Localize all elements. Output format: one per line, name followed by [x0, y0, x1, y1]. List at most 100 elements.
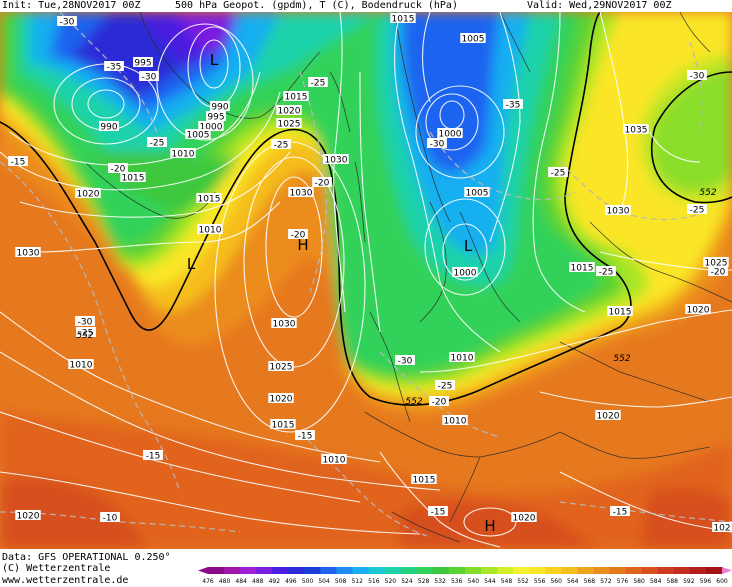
colorbar-swatch — [705, 567, 723, 574]
colorbar-swatch — [368, 567, 386, 574]
field-ne-yg — [640, 52, 732, 205]
isobar-label-text: 1020 — [597, 412, 620, 422]
isobar-label: 1000 — [198, 121, 224, 133]
isobar-label: 1020 — [268, 393, 294, 405]
isobar-label: 990 — [210, 101, 230, 113]
isobar-label: 1010 — [197, 224, 223, 236]
colorbar-arrow-left — [198, 567, 208, 574]
isotherm-label-text: -25 — [438, 382, 453, 392]
isotherm-label-text: -30 — [430, 140, 445, 150]
isotherm-label-text: -20 — [291, 231, 306, 241]
colorbar-tick-label: 600 — [716, 578, 728, 585]
colorbar-tick-label: 592 — [683, 578, 695, 585]
isobar-label-text: 1010 — [323, 456, 346, 466]
isobar-label-text: 995 — [207, 113, 224, 123]
pressure-centers: L L L H H — [187, 51, 496, 535]
colorbar-tick-label: 500 — [302, 578, 314, 585]
isobar-label-text: 1015 — [571, 264, 594, 274]
colorbar-swatch — [416, 567, 434, 574]
isobar-label-text: 1015 — [285, 93, 308, 103]
map-footer: Data: GFS OPERATIONAL 0.250° (C) Wetterz… — [0, 549, 732, 587]
colorbar-swatch — [577, 567, 594, 574]
colorbar-swatch — [689, 567, 707, 574]
colorbar-swatch — [641, 567, 659, 574]
isobar-label: 990 — [99, 121, 119, 133]
isobar-label-text: 1005 — [187, 131, 210, 141]
isotherm-label-text: -25 — [79, 329, 94, 339]
colorbar-swatch — [465, 567, 482, 574]
init-time: Init: Tue,28NOV2017 00Z — [2, 0, 141, 11]
isotherm-label-text: -15 — [613, 508, 628, 518]
colorbar-tick-label: 568 — [584, 578, 596, 585]
isobars — [0, 12, 732, 548]
isotherm-label-text: -25 — [690, 206, 705, 216]
isobar-label-text: 1000 — [200, 123, 223, 133]
isobar-label-text: 1010 — [444, 417, 467, 427]
isobar-label: 1015 — [607, 306, 633, 318]
isobar-label: 1010 — [449, 352, 475, 364]
colorbar-swatch — [561, 567, 578, 574]
isotherm-label-text: -25 — [311, 79, 326, 89]
isobar-label: 1030 — [323, 154, 349, 166]
colorbar-swatch — [256, 567, 273, 574]
data-source: Data: GFS OPERATIONAL 0.250° — [2, 552, 171, 563]
isobar-label: 1010 — [442, 415, 468, 427]
colorbar-tick-label: 508 — [335, 578, 347, 585]
isobar-label: 1015 — [569, 262, 595, 274]
isobar-label: 1015 — [120, 172, 146, 184]
isobar-label-text: 1010 — [70, 361, 93, 371]
site-url: www.wetterzentrale.de — [2, 575, 129, 586]
isotherm-label: -15 — [295, 430, 315, 442]
colorbar-swatch — [545, 567, 562, 574]
high-pressure-center: H — [297, 236, 308, 254]
isotherm-label: -20 — [312, 177, 332, 189]
isobar-label: 1015 — [390, 13, 416, 25]
isobar-label-text: 990 — [100, 123, 117, 133]
colorbar-swatch — [593, 567, 611, 574]
isotherm-label-text: -35 — [506, 101, 521, 111]
isobar-label-text: 1005 — [462, 35, 485, 45]
gpdm-552-ne — [651, 71, 732, 204]
isobar-label-text: 102 — [713, 524, 730, 534]
isobar-label-text: 1015 — [272, 421, 295, 431]
isobar-label-text: 1020 — [270, 395, 293, 405]
isotherm-label: -15 — [8, 156, 28, 168]
colorbar-swatches — [198, 567, 732, 574]
colorbar-tick-label: 588 — [667, 578, 679, 585]
colorbar-swatch — [513, 567, 530, 574]
colorbar-tick-label: 584 — [650, 578, 662, 585]
valid-time: Valid: Wed,29NOV2017 00Z — [527, 0, 672, 11]
isobar-label-text: 1035 — [625, 126, 648, 136]
product-title: 500 hPa Geopot. (gpdm), T (C), Bodendruc… — [175, 0, 458, 11]
isobar-label: 1020 — [75, 188, 101, 200]
gpdm-label: 552 — [699, 188, 716, 198]
isobar-label-text: 1020 — [17, 512, 40, 522]
colorbar-tick-label: 520 — [385, 578, 397, 585]
colorbar-tick-label: 480 — [219, 578, 231, 585]
colorbar-tick-label: 556 — [534, 578, 546, 585]
colorbar-swatch — [288, 567, 305, 574]
colorbar-swatch — [224, 567, 241, 574]
isobar-label: 1015 — [196, 193, 222, 205]
colorbar-tick-label: 564 — [567, 578, 579, 585]
isobar-label-text: 1015 — [392, 15, 415, 25]
low-pressure-center: L — [210, 51, 219, 69]
isotherm-label-text: -10 — [103, 514, 118, 524]
isobar-label-text: 1015 — [413, 476, 436, 486]
colorbar-tick-label: 560 — [550, 578, 562, 585]
colorbar-tick-label: 484 — [235, 578, 247, 585]
isobar-label: 1020 — [685, 304, 711, 316]
isobar-label: 1025 — [703, 257, 729, 269]
isotherm-label: -20 — [429, 396, 449, 408]
isobar-label-text: 1020 — [687, 306, 710, 316]
colorbar-swatch — [609, 567, 627, 574]
colorbar-swatch — [657, 567, 675, 574]
colorbar-swatch — [529, 567, 546, 574]
isotherm-label: -15 — [143, 450, 163, 462]
isotherm-label: -25 — [147, 137, 167, 149]
isotherm-label-text: -25 — [551, 169, 566, 179]
isobar-label-text: 1020 — [278, 107, 301, 117]
isobar-label-text: 1030 — [325, 156, 348, 166]
